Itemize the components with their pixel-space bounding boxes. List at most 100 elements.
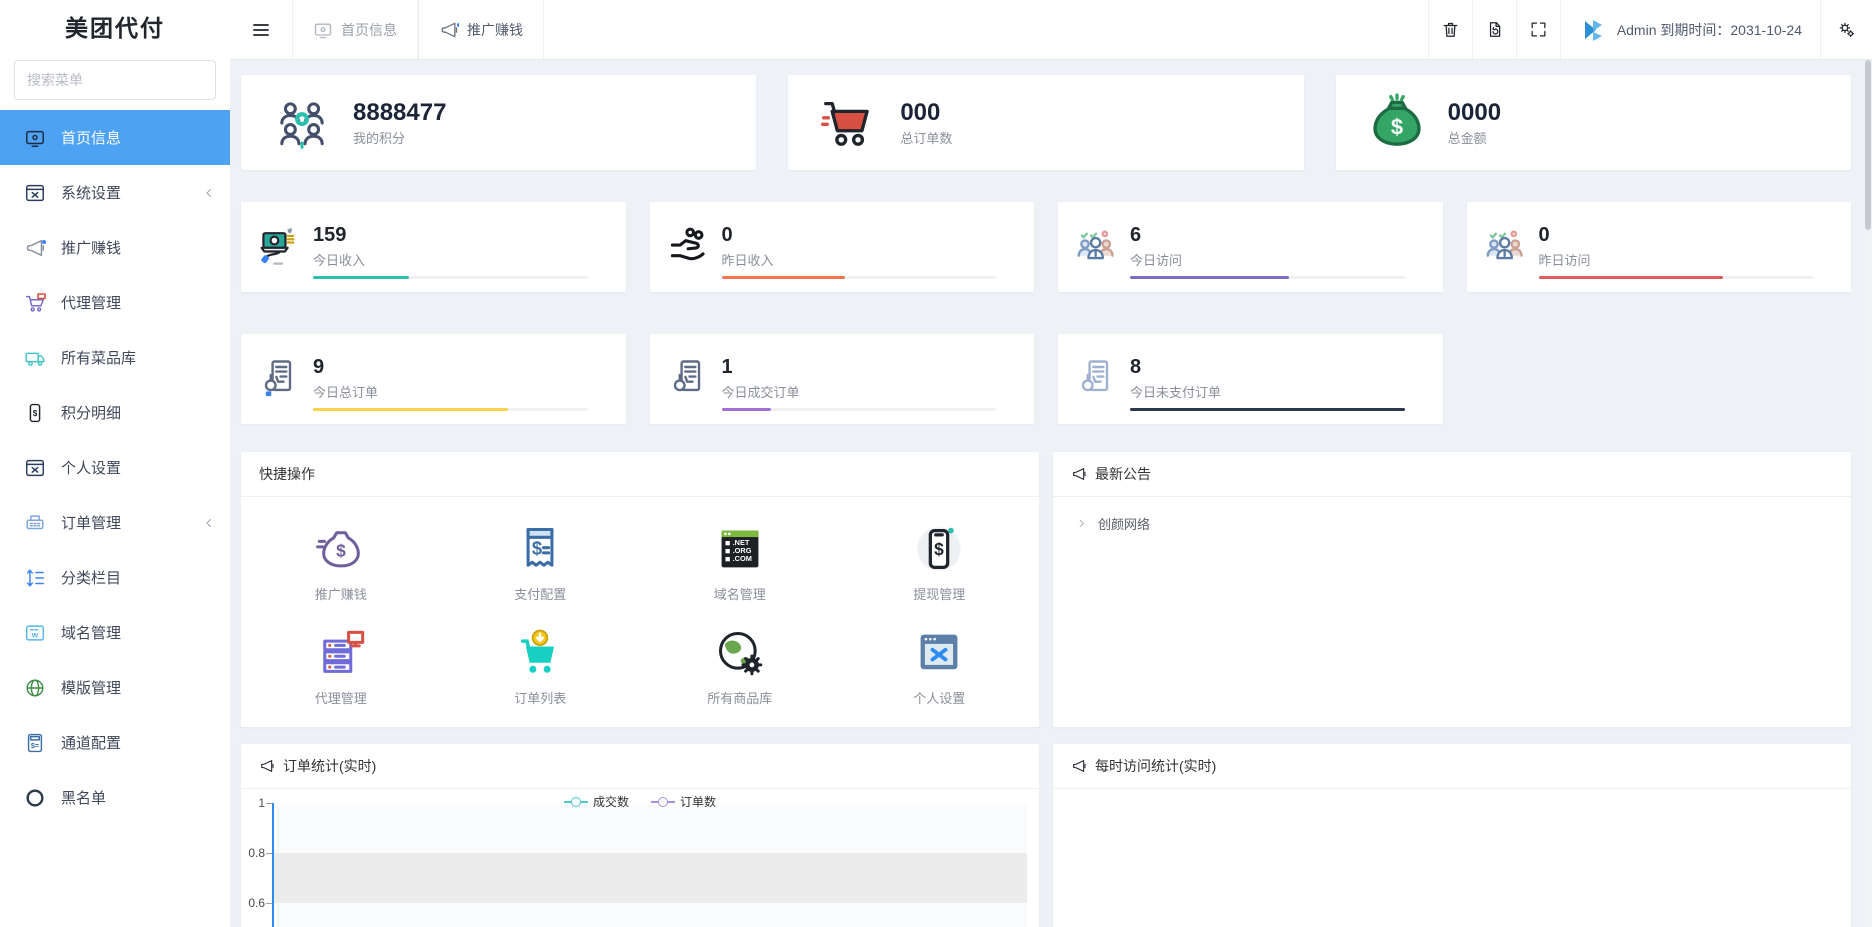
quick-action-agents[interactable]: 代理管理 [241, 627, 441, 707]
domain-w-icon [24, 622, 46, 644]
sidebar-item-all-products[interactable]: 所有菜品库 [0, 330, 230, 385]
sidebar-item-agents[interactable]: 代理管理 [0, 275, 230, 330]
legend-label: 订单数 [680, 795, 717, 809]
stats-row: 159 今日收入 0 昨日收入 [241, 202, 1851, 292]
fullscreen-button[interactable] [1515, 0, 1560, 59]
announcement-item[interactable]: 创颜网络 [1053, 497, 1851, 550]
today-unpaid-orders-value: 8 [1130, 356, 1142, 378]
sidebar-toggle-button[interactable] [230, 0, 292, 59]
agent-cart-icon [24, 292, 46, 314]
today-total-orders-card[interactable]: 9 今日总订单 [241, 334, 626, 424]
legend-item-completed[interactable]: 成交数 [563, 793, 629, 810]
order-stats-chart: 1 0.8 0.6 成交数 订单数 [241, 789, 1039, 927]
progress-track [721, 276, 997, 279]
sidebar-item-label: 订单管理 [61, 515, 122, 532]
tab-promotion[interactable]: 推广赚钱 [418, 0, 544, 59]
yesterday-income-card[interactable]: 0 昨日收入 [649, 202, 1034, 292]
sidebar-item-label: 推广赚钱 [61, 240, 122, 257]
page-scrollbar[interactable] [1864, 60, 1872, 927]
total-amount-card[interactable]: $ 0000 总金额 [1335, 75, 1851, 170]
sidebar-item-system-settings[interactable]: 系统设置 [0, 165, 230, 220]
total-orders-value: 000 [900, 99, 941, 126]
gears-icon [1837, 20, 1856, 39]
y-tick-label: 0.6 [248, 896, 265, 910]
search-input[interactable] [27, 72, 208, 88]
today-visits-card[interactable]: 6 今日访问 [1058, 202, 1443, 292]
cart-download-icon [521, 629, 555, 673]
megaphone-icon [439, 20, 459, 40]
progress-track [313, 276, 588, 279]
visitors-icon [1077, 230, 1114, 260]
megaphone-icon [24, 237, 46, 259]
yesterday-income-label: 昨日收入 [721, 253, 774, 268]
progress-track [1130, 408, 1405, 411]
sidebar-item-profile-settings[interactable]: 个人设置 [0, 440, 230, 495]
sidebar-item-blacklist[interactable]: 黑名单 [0, 770, 230, 825]
sidebar-item-points-detail[interactable]: 积分明细 [0, 385, 230, 440]
yesterday-visits-value: 0 [1538, 224, 1550, 246]
main-content: 8888477 我的积分 000 总订单数 $ 0000 总金 [230, 60, 1864, 927]
yesterday-visits-card[interactable]: 0 昨日访问 [1466, 202, 1851, 292]
quick-action-label: 提现管理 [913, 587, 966, 602]
progress-fill [313, 276, 410, 279]
quick-action-order-list[interactable]: 订单列表 [441, 627, 641, 707]
legend-marker [651, 796, 675, 807]
menu-search-box[interactable] [14, 60, 216, 100]
hourly-visits-header: 每时访问统计(实时) [1053, 744, 1851, 789]
chevron-left-icon [202, 516, 216, 530]
quick-action-profile-settings[interactable]: 个人设置 [840, 627, 1040, 707]
announcements-panel: 最新公告 创颜网络 [1053, 452, 1851, 727]
sidebar-item-label: 系统设置 [61, 185, 122, 202]
quick-action-payment-config[interactable]: $ 支付配置 [441, 523, 641, 603]
total-orders-card[interactable]: 000 总订单数 [788, 75, 1304, 170]
progress-track [721, 408, 997, 411]
today-income-value: 159 [313, 224, 347, 246]
sidebar-item-label: 代理管理 [61, 295, 122, 312]
trash-button[interactable] [1427, 0, 1472, 59]
quick-action-all-goods[interactable]: 所有商品库 [640, 627, 840, 707]
announcements-header: 最新公告 [1053, 452, 1851, 497]
income-laptop-icon [260, 228, 295, 265]
receipt-icon [257, 356, 301, 397]
clear-cache-button[interactable] [1471, 0, 1516, 59]
sidebar-item-label: 域名管理 [61, 625, 122, 642]
progress-track [1538, 276, 1814, 279]
points-overview-card[interactable]: 8888477 我的积分 [241, 75, 757, 170]
progress-fill [721, 276, 846, 279]
progress-fill [1130, 408, 1405, 411]
today-completed-orders-card[interactable]: 1 今日成交订单 [649, 334, 1034, 424]
sidebar-item-label: 积分明细 [61, 405, 122, 422]
sidebar-item-home[interactable]: 首页信息 [0, 110, 230, 165]
today-unpaid-orders-card[interactable]: 8 今日未支付订单 [1058, 334, 1443, 424]
total-orders-label: 总订单数 [900, 131, 953, 146]
quick-action-withdraw[interactable]: $ 提现管理 [840, 523, 1040, 603]
tab-home[interactable]: 首页信息 [292, 0, 418, 59]
sidebar-item-domains[interactable]: 域名管理 [0, 605, 230, 660]
svg-text:.NET: .NET [732, 538, 749, 547]
settings-button[interactable] [1820, 0, 1872, 59]
today-income-card[interactable]: 159 今日收入 [241, 202, 626, 292]
receipt-icon [666, 356, 710, 400]
yesterday-visits-label: 昨日访问 [1538, 253, 1591, 268]
quick-action-promotion[interactable]: $ 推广赚钱 [241, 523, 441, 603]
points-label: 我的积分 [353, 131, 406, 146]
sidebar-item-channels[interactable]: 通道配置 [0, 715, 230, 770]
screen-icon [313, 20, 333, 40]
app-logo: 美团代付 [65, 15, 165, 41]
tab-label: 推广赚钱 [467, 21, 523, 38]
legend-marker [563, 796, 588, 807]
sidebar-item-templates[interactable]: 模版管理 [0, 660, 230, 715]
scrollbar-thumb[interactable] [1865, 60, 1871, 230]
points-value: 8888477 [353, 99, 447, 126]
svg-text:$: $ [1391, 114, 1403, 139]
quick-action-domains[interactable]: .NET .ORG .COM 域名管理 [640, 523, 840, 603]
y-tick-mark [266, 853, 272, 854]
chevron-right-icon [1075, 517, 1088, 530]
sidebar-item-order-management[interactable]: 订单管理 [0, 495, 230, 550]
legend-item-orders[interactable]: 订单数 [651, 793, 716, 810]
sidebar-item-categories[interactable]: 分类栏目 [0, 550, 230, 605]
user-menu[interactable]: Admin 到期时间：2031-10-24 [1559, 0, 1820, 59]
sidebar: 美团代付 首页信息 系统设置 推广赚钱 代理管理 所有菜品库 积分明细 [0, 0, 230, 927]
template-globe-icon [24, 677, 46, 699]
sidebar-item-promotion[interactable]: 推广赚钱 [0, 220, 230, 275]
